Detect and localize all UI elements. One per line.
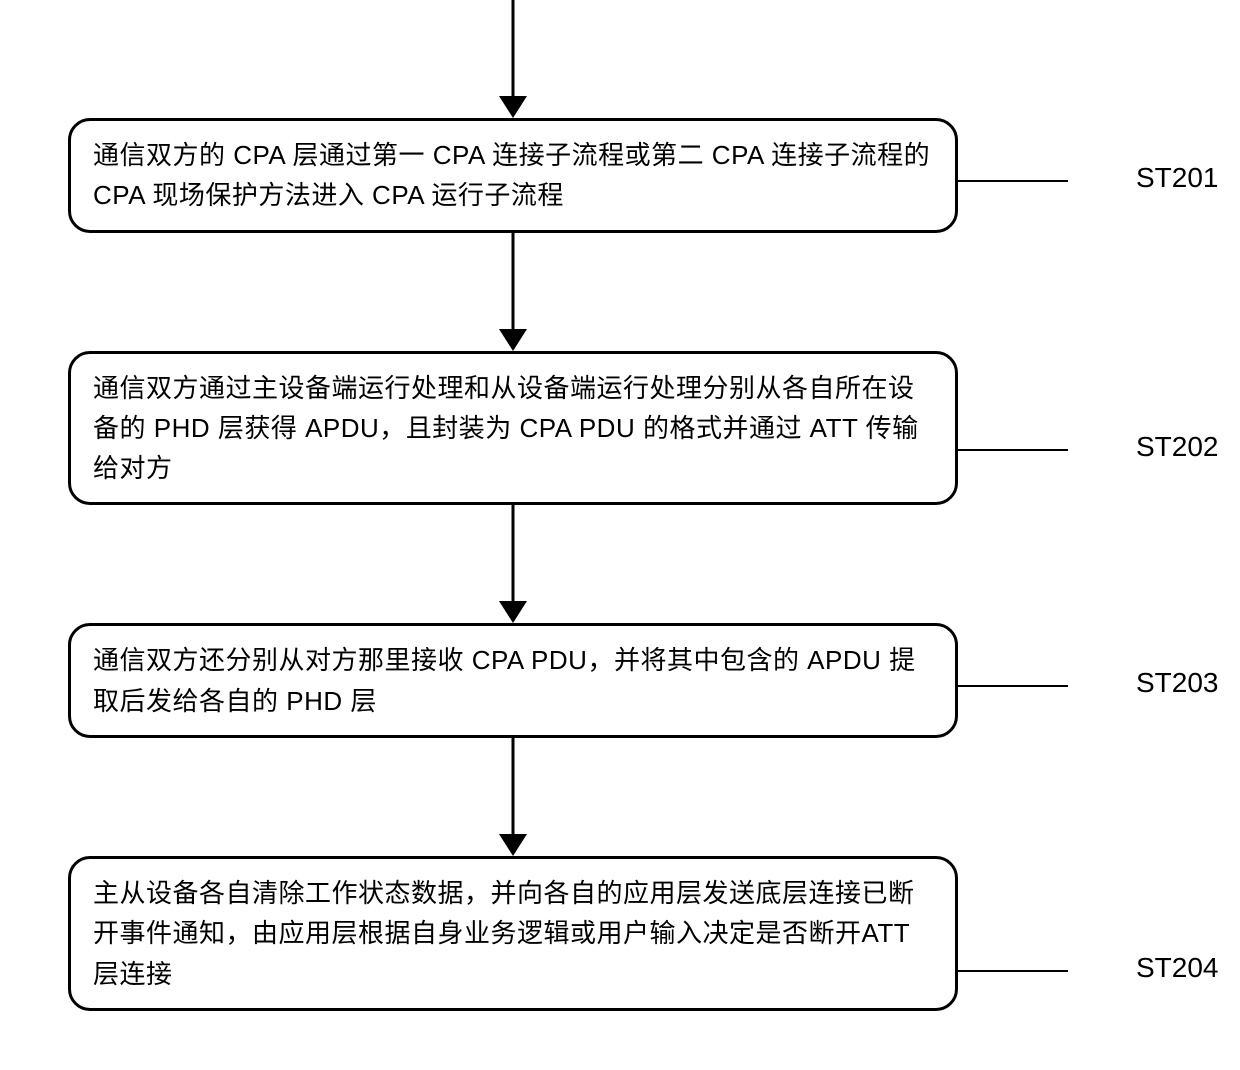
flow-step: 通信双方通过主设备端运行处理和从设备端运行处理分别从各自所在设备的 PHD 层获… — [68, 351, 1168, 506]
flow-step: 通信双方还分别从对方那里接收 CPA PDU，并将其中包含的 APDU 提取后发… — [68, 623, 1168, 738]
arrow-down — [493, 738, 533, 856]
step-label: ST203 — [1136, 667, 1219, 699]
step-label: ST202 — [1136, 431, 1219, 463]
arrow-down — [493, 505, 533, 623]
flow-step: 通信双方的 CPA 层通过第一 CPA 连接子流程或第二 CPA 连接子流程的 … — [68, 118, 1168, 233]
label-connector-line — [958, 970, 1068, 972]
arrow-down — [493, 0, 533, 118]
step-text: 主从设备各自清除工作状态数据，并向各自的应用层发送底层连接已断开事件通知，由应用… — [93, 873, 933, 994]
flow-step: 主从设备各自清除工作状态数据，并向各自的应用层发送底层连接已断开事件通知，由应用… — [68, 856, 1168, 1011]
connector-arrow — [68, 233, 958, 351]
step-text: 通信双方的 CPA 层通过第一 CPA 连接子流程或第二 CPA 连接子流程的 … — [93, 135, 933, 216]
step-text: 通信双方通过主设备端运行处理和从设备端运行处理分别从各自所在设备的 PHD 层获… — [93, 368, 933, 489]
connector-arrow — [68, 505, 958, 623]
step-box: 通信双方的 CPA 层通过第一 CPA 连接子流程或第二 CPA 连接子流程的 … — [68, 118, 958, 233]
entry-arrow — [68, 0, 958, 118]
label-connector-line — [958, 180, 1068, 182]
connector-arrow — [68, 738, 958, 856]
step-box: 通信双方还分别从对方那里接收 CPA PDU，并将其中包含的 APDU 提取后发… — [68, 623, 958, 738]
step-label: ST204 — [1136, 952, 1219, 984]
flowchart-container: 通信双方的 CPA 层通过第一 CPA 连接子流程或第二 CPA 连接子流程的 … — [68, 0, 1168, 1011]
step-box: 主从设备各自清除工作状态数据，并向各自的应用层发送底层连接已断开事件通知，由应用… — [68, 856, 958, 1011]
step-box: 通信双方通过主设备端运行处理和从设备端运行处理分别从各自所在设备的 PHD 层获… — [68, 351, 958, 506]
step-text: 通信双方还分别从对方那里接收 CPA PDU，并将其中包含的 APDU 提取后发… — [93, 640, 933, 721]
step-label: ST201 — [1136, 162, 1219, 194]
label-connector-line — [958, 685, 1068, 687]
label-connector-line — [958, 449, 1068, 451]
arrow-down — [493, 233, 533, 351]
